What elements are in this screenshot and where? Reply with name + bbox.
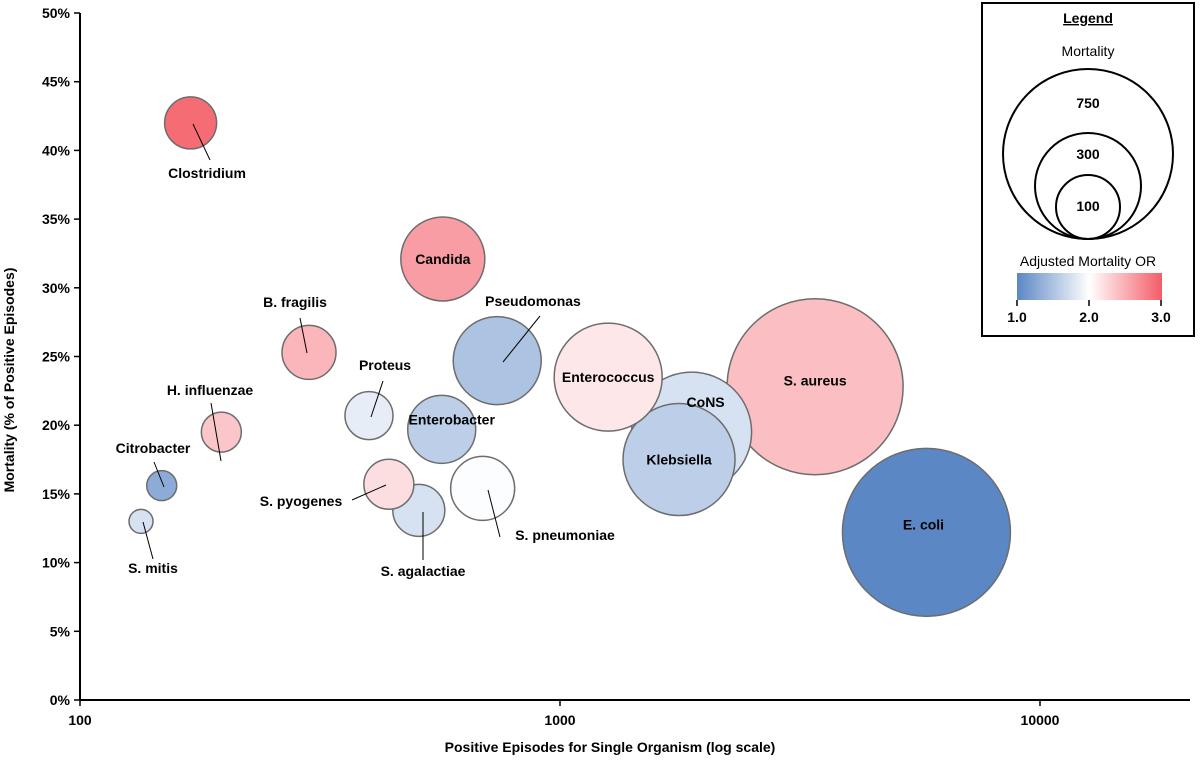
leader-lines (142, 123, 541, 560)
x-tick-label: 1000 (544, 712, 575, 728)
bubble-label-proteus: Proteus (359, 357, 411, 373)
leader-line-clostridium (192, 123, 211, 161)
y-tick-label: 25% (42, 349, 71, 365)
bubble-proteus (344, 390, 394, 441)
legend-size-label-medium: 300 (1076, 146, 1100, 162)
bubble-enterobacter (406, 394, 477, 465)
legend-color-bar (1017, 273, 1162, 300)
bubble-label-klebsiella: Klebsiella (646, 452, 712, 468)
legend: Legend Mortality 750 300 100 Adjusted Mo… (981, 2, 1195, 337)
bubble-label-cons: CoNS (687, 394, 725, 410)
bubble-clostridium (163, 96, 218, 150)
leader-line-proteus (370, 380, 384, 418)
bubble-label-candida: Candida (415, 251, 470, 267)
legend-size-circle-small (1055, 174, 1121, 240)
legend-color-tick-label-3: 3.0 (1151, 309, 1171, 325)
bubble-pseudomonas (452, 315, 542, 406)
bubbles (128, 96, 1012, 618)
leader-line-s-pneumoniae (487, 489, 501, 538)
legend-size-label-large: 750 (1076, 95, 1100, 111)
x-tick-label: 100 (68, 712, 92, 728)
bubble-label-s-pyogenes: S. pyogenes (260, 493, 343, 509)
bubble-label-pseudomonas: Pseudomonas (485, 293, 581, 309)
leader-line-citrobacter (153, 461, 165, 488)
y-tick-label: 0% (50, 692, 71, 708)
y-tick-label: 5% (50, 623, 71, 639)
legend-title: Legend (1063, 10, 1113, 26)
y-tick-label: 30% (42, 280, 71, 296)
bubble-labels: Clostridium Candida B. fragilis Pseudomonas… (116, 165, 944, 579)
x-tick-label: 10000 (1021, 712, 1060, 728)
legend-color-title: Adjusted Mortality OR (1020, 253, 1156, 269)
bubble-label-enterococcus: Enterococcus (562, 369, 655, 385)
bubble-b-fragilis (281, 324, 337, 381)
bubble-label-h-influenzae: H. influenzae (167, 382, 254, 398)
leader-line-s-mitis (142, 521, 154, 560)
bubble-s-mitis (128, 508, 154, 535)
bubble-klebsiella (622, 402, 736, 517)
bubble-label-b-fragilis: B. fragilis (263, 294, 327, 310)
axis-ticks: 0% 5% 10% 15% 20% 25% 30% 35% 40% 45% 50% 100 1000 10… (42, 5, 1060, 728)
bubble-citrobacter (145, 469, 178, 502)
legend-size-title: Mortality (1062, 43, 1115, 59)
x-axis-title: Positive Episodes for Single Organism (l… (445, 739, 776, 755)
bubble-label-s-pneumoniae: S. pneumoniae (515, 527, 615, 543)
bubble-h-influenzae (200, 411, 243, 453)
bubble-label-s-agalactiae: S. agalactiae (381, 563, 466, 579)
bubble-candida (400, 216, 486, 302)
y-tick-label: 45% (42, 74, 71, 90)
y-tick-label: 35% (42, 211, 71, 227)
bubble-s-pneumoniae (449, 455, 516, 522)
leader-line-pseudomonas (502, 315, 541, 363)
y-axis-title: Mortality (% of Positive Episodes) (1, 268, 17, 493)
bubble-label-s-aureus: S. aureus (784, 373, 847, 389)
bubble-label-clostridium: Clostridium (168, 165, 246, 181)
y-tick-label: 50% (42, 5, 71, 21)
leader-line-s-pyogenes (351, 484, 387, 501)
y-tick-label: 10% (42, 555, 71, 571)
bubble-label-s-mitis: S. mitis (128, 560, 178, 576)
bubble-label-citrobacter: Citrobacter (116, 440, 191, 456)
legend-color-tick-label-1: 1.0 (1007, 309, 1027, 325)
leader-line-h-influenzae (210, 402, 222, 462)
bubble-s-pyogenes (363, 458, 415, 511)
y-tick-label: 40% (42, 142, 71, 158)
bubble-enterococcus (553, 322, 663, 432)
legend-color-tick-label-2: 2.0 (1079, 309, 1099, 325)
y-tick-label: 20% (42, 417, 71, 433)
bubble-label-enterobacter: Enterobacter (409, 411, 496, 427)
bubble-label-e-coli: E. coli (903, 516, 944, 532)
leader-line-b-fragilis (299, 317, 308, 354)
y-tick-label: 15% (42, 486, 71, 502)
bubble-e-coli (841, 447, 1012, 618)
legend-size-label-small: 100 (1076, 198, 1100, 214)
